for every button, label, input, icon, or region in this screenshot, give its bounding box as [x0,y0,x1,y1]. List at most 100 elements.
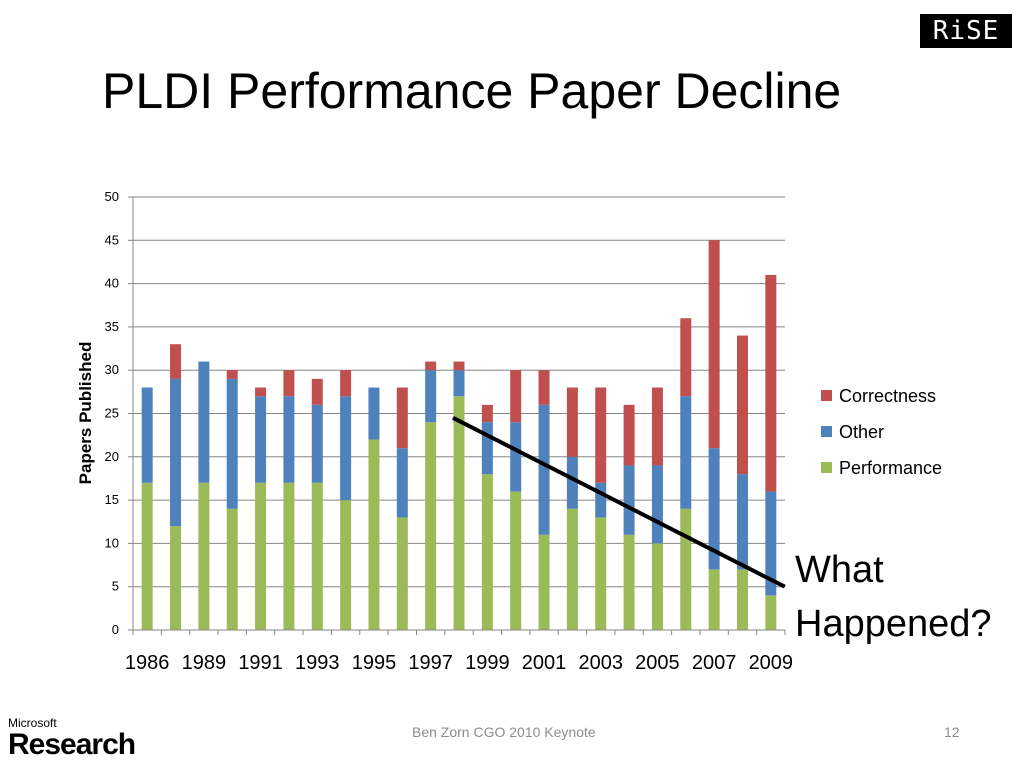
bar-correctness-2002 [566,387,578,457]
y-tick-label: 35 [105,319,119,334]
bar-performance-1998 [453,396,465,630]
bar-correctness-1991 [255,387,267,397]
slide-title: PLDI Performance Paper Decline [102,63,842,119]
bars [141,240,777,630]
logo-microsoft-text: Microsoft [8,716,57,730]
bar-correctness-1997 [425,361,437,371]
x-tick-label: 1989 [182,652,227,674]
bar-correctness-1988 [170,344,182,379]
bar-other-1988 [170,378,182,527]
y-axis-label: Papers Published [76,342,95,485]
bar-performance-2001 [538,534,550,630]
bar-correctness-2007 [708,240,720,449]
x-tick-label: 2005 [635,652,680,674]
bar-performance-2009 [765,595,777,630]
y-tick-label: 45 [105,232,119,247]
bar-other-1994 [340,396,352,501]
x-tick-label: 2003 [578,652,623,674]
y-tick-label: 40 [105,276,119,291]
bar-performance-2006 [680,508,692,630]
bar-performance-1991 [255,482,267,630]
x-tick-label: 2009 [749,652,794,674]
x-tick-label: 1993 [295,652,340,674]
bar-correctness-2001 [538,370,550,405]
bar-correctness-1999 [481,404,493,423]
bar-other-2004 [623,465,635,535]
legend-swatch-performance [821,462,832,473]
bar-performance-2002 [566,508,578,630]
bar-other-2003 [595,482,607,518]
bar-correctness-1996 [396,387,408,449]
bar-other-1986 [141,387,153,483]
bar-performance-1992 [283,482,295,630]
bar-correctness-2005 [651,387,663,466]
y-tick-label: 10 [105,535,119,550]
bar-performance-1999 [481,474,493,630]
trend-line [452,416,786,589]
microsoft-research-logo: Microsoft Research [8,716,136,761]
bar-other-1996 [396,448,408,518]
bar-performance-1994 [340,500,352,630]
bar-other-2005 [651,465,663,544]
bar-other-2006 [680,396,692,509]
bar-performance-1997 [425,422,437,630]
bar-performance-2003 [595,517,607,630]
y-tick-label: 5 [112,579,119,594]
legend-swatch-correctness [821,390,832,401]
axes [128,196,786,635]
bar-other-2000 [510,422,522,492]
bar-correctness-2003 [595,387,607,483]
bar-other-1997 [425,370,437,423]
bar-correctness-1992 [283,370,295,397]
bar-correctness-2006 [680,318,692,397]
tick-labels: 0 5 10 15 20 25 30 35 40 45 50 1986 1989 1991 1993 1995… [105,189,794,674]
bar-other-2009 [765,491,777,596]
bar-other-2007 [708,448,720,570]
bar-performance-1988 [170,526,182,630]
annotation-line-1: What [795,549,884,591]
legend-label-other: Other [839,422,884,442]
bar-other-2008 [736,474,748,570]
logo-research-text: Research [8,728,136,761]
bar-other-1998 [453,370,465,397]
bar-correctness-2009 [765,274,777,492]
bar-other-1992 [283,396,295,483]
bar-performance-1993 [311,482,323,630]
bar-performance-2008 [736,569,748,630]
y-tick-label: 20 [105,449,119,464]
bar-other-1991 [255,396,267,483]
y-tick-label: 15 [105,492,119,507]
bar-performance-2000 [510,491,522,630]
footer-text: Ben Zorn CGO 2010 Keynote [412,724,596,740]
bar-performance-1990 [226,508,238,630]
bar-other-1999 [481,422,493,475]
x-tick-label: 1986 [125,652,170,674]
bar-performance-2005 [651,543,663,630]
y-tick-label: 30 [105,362,119,377]
bar-correctness-1994 [340,370,352,397]
page-number: 12 [944,724,960,740]
y-tick-label: 50 [105,189,119,204]
legend-label-correctness: Correctness [839,386,936,406]
bar-other-1995 [368,387,380,440]
bar-other-2002 [566,456,578,509]
x-tick-label: 1991 [238,652,283,674]
rise-logo: RiSE [920,14,1012,48]
x-tick-label: 1995 [352,652,397,674]
bar-correctness-2000 [510,370,522,423]
bar-correctness-1998 [453,361,465,371]
bar-performance-2007 [708,569,720,630]
annotation-line-2: Happened? [795,603,992,645]
x-tick-label: 1997 [408,652,453,674]
bar-correctness-1990 [226,370,238,379]
bar-other-1990 [226,378,238,509]
x-tick-label: 1999 [465,652,510,674]
bar-correctness-1993 [311,378,323,405]
y-tick-label: 25 [105,406,119,421]
bar-performance-1995 [368,439,380,630]
bar-performance-2004 [623,534,635,630]
bar-correctness-2008 [736,335,748,475]
legend: Correctness Other Performance [821,386,942,478]
bar-performance-1986 [141,482,153,630]
